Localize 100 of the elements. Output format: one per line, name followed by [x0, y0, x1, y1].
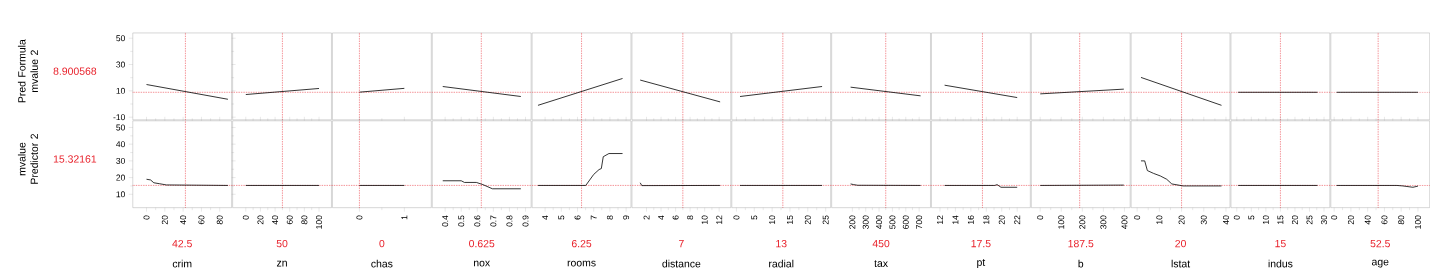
x-tick-label: 25: [822, 215, 829, 225]
x-tick-label: 16: [967, 215, 974, 225]
y-tick-label: 30: [116, 158, 125, 165]
x-tick-label: 1: [401, 215, 408, 220]
x-tick-label: 0: [1134, 215, 1141, 220]
x-tick-label: 0.7: [490, 215, 497, 227]
ref-line-label: 52.5: [1370, 240, 1390, 248]
x-tick-label: 10: [701, 215, 708, 225]
ref-line-label: 13: [776, 240, 787, 248]
x-axis-title: nox: [473, 260, 491, 267]
x-tick-label: 80: [1398, 215, 1405, 225]
x-tick-label: 5: [751, 215, 758, 220]
x-tick-label: 200: [1079, 215, 1086, 230]
x-tick-label: 400: [1121, 215, 1128, 230]
x-tick-label: 14: [952, 215, 959, 225]
x-tick-label: 60: [1381, 215, 1388, 225]
ref-line-label: 15: [1275, 240, 1286, 248]
x-tick-label: 10: [1156, 215, 1163, 225]
x-tick-label: 300: [1100, 215, 1107, 230]
x-tick-label: 100: [1058, 215, 1065, 229]
x-tick-label: 5: [558, 215, 565, 220]
x-tick-label: 30: [1200, 215, 1207, 225]
x-tick-label: 6: [574, 215, 581, 220]
x-tick-label: 2: [643, 215, 650, 220]
x-tick-label: 300: [862, 215, 869, 230]
x-tick-label: 25: [1306, 215, 1313, 225]
x-axis-title: age: [1371, 259, 1389, 268]
x-tick-label: 15: [787, 215, 793, 225]
x-tick-label: 40: [180, 215, 187, 225]
x-tick-label: 0.4: [442, 215, 449, 227]
x-tick-label: 20: [161, 215, 168, 225]
ref-line-label: 450: [872, 240, 890, 248]
y-tick-label: 10: [116, 191, 125, 198]
x-tick-label: 4: [658, 215, 664, 220]
ref-line-label: 6.25: [571, 240, 592, 248]
ref-line-label: 17.5: [971, 240, 991, 248]
x-axis-title: distance: [662, 259, 701, 268]
x-tick-label: 4: [542, 215, 548, 220]
x-tick-label: 10: [769, 215, 776, 225]
x-tick-label: 18: [983, 215, 990, 225]
ref-line-label: 15.32161: [53, 155, 97, 163]
x-tick-label: 700: [916, 215, 923, 230]
x-tick-label: 80: [301, 215, 308, 225]
y-tick-label: 50: [116, 35, 125, 42]
x-tick-label: 0: [143, 215, 150, 220]
x-tick-label: 15: [1277, 215, 1284, 225]
ref-line-label: 187.5: [1068, 240, 1094, 248]
x-tick-label: 0: [1233, 215, 1240, 220]
x-tick-label: 22: [1014, 215, 1021, 225]
x-tick-label: 30: [1321, 215, 1327, 225]
x-tick-label: 10: [1262, 215, 1269, 225]
x-tick-label: 0: [1037, 215, 1044, 220]
x-tick-label: 200: [849, 215, 856, 230]
x-tick-label: 100: [316, 215, 322, 229]
y-tick-label: 30: [116, 61, 125, 68]
x-tick-label: 0: [356, 215, 363, 220]
ref-line-label: 42.5: [172, 240, 192, 248]
x-tick-label: 40: [1364, 215, 1371, 225]
ref-line-label: 50: [276, 240, 288, 248]
y-axis-title: Pred Formula mvalue 2: [17, 39, 39, 103]
x-tick-label: 20: [1178, 215, 1185, 225]
x-tick-label: 40: [1223, 215, 1229, 225]
x-tick-label: 5: [1248, 215, 1255, 220]
x-tick-label: 20: [1291, 215, 1298, 225]
x-tick-label: 20: [1347, 215, 1354, 225]
x-tick-label: 8: [687, 215, 694, 220]
x-tick-label: 0: [1331, 215, 1338, 220]
x-axis-title: lstat: [1171, 259, 1191, 268]
x-tick-label: 60: [286, 215, 293, 225]
x-axis-title: zn: [276, 260, 287, 267]
x-axis-title: radial: [769, 259, 794, 268]
x-tick-label: 80: [216, 215, 223, 225]
y-tick-label: 40: [116, 141, 125, 148]
ref-line-label: 0.625: [469, 240, 495, 248]
x-tick-label: 500: [889, 215, 896, 230]
x-axis-title: b: [1078, 259, 1084, 268]
x-tick-label: 20: [998, 215, 1005, 225]
x-tick-label: 0.9: [522, 215, 529, 227]
y-tick-label: -10: [113, 114, 125, 121]
y-tick-label: 20: [116, 174, 125, 181]
x-tick-label: 100: [1414, 215, 1421, 229]
x-axis-title: tax: [874, 260, 888, 268]
x-tick-label: 400: [876, 215, 883, 230]
x-tick-label: 12: [716, 215, 723, 225]
x-tick-label: 600: [902, 215, 909, 230]
x-tick-label: 40: [272, 215, 279, 225]
x-tick-label: 60: [198, 215, 205, 225]
x-axis-title: rooms: [567, 260, 596, 267]
x-tick-label: 0.8: [506, 215, 513, 227]
x-tick-label: 20: [804, 215, 811, 225]
ref-line-label: 0: [379, 240, 385, 248]
ref-line-label: 7: [679, 240, 684, 248]
x-tick-label: 9: [623, 215, 630, 220]
x-tick-label: 8: [606, 215, 613, 220]
ref-line-label: 20: [1175, 240, 1186, 248]
x-tick-label: 12: [937, 215, 943, 225]
y-tick-label: 50: [116, 124, 125, 131]
ref-line-label: 8.900568: [53, 67, 97, 76]
x-axis-title: crim: [172, 259, 192, 268]
y-axis-title: mvalue Predictor 2: [17, 134, 39, 184]
